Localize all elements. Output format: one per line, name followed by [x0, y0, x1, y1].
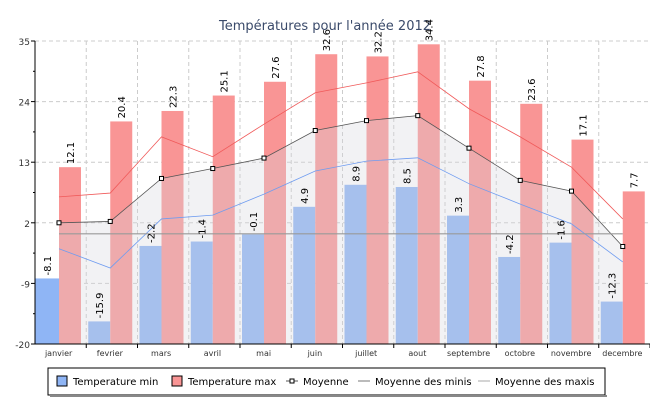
min-data-label: -0.1 — [249, 212, 260, 232]
x-tick-label: decembre — [602, 349, 642, 358]
min-data-label: -15.9 — [95, 293, 106, 319]
bar-temperature-max — [110, 121, 133, 344]
min-data-label: -1.6 — [557, 220, 568, 240]
x-tick-label: mars — [151, 349, 171, 358]
legend-label: Moyenne des maxis — [495, 377, 595, 388]
line-moyenne-des-maxis — [58, 71, 624, 220]
min-data-label: -1.4 — [198, 219, 209, 239]
max-data-label: 17.1 — [579, 114, 590, 136]
x-tick-label: septembre — [447, 349, 490, 358]
moyenne-marker — [569, 188, 574, 194]
min-data-label: 8.5 — [403, 168, 414, 184]
bar-temperature-min — [344, 184, 367, 344]
bar-temperature-min — [190, 241, 213, 344]
x-tick-label: avril — [204, 349, 221, 358]
x-tick-label: juillet — [354, 349, 377, 358]
min-data-label: 8.9 — [352, 166, 363, 182]
max-data-label: 27.6 — [271, 57, 282, 79]
moyenne-marker — [107, 218, 113, 224]
bar-temperature-min — [35, 278, 59, 344]
max-data-label: 20.4 — [117, 96, 128, 118]
x-tick-label: mai — [256, 349, 271, 358]
x-tick-label: aout — [408, 349, 426, 358]
bar-temperature-min — [600, 301, 623, 344]
min-data-label: -4.2 — [505, 234, 516, 254]
legend-swatch — [56, 375, 68, 387]
min-data-label: -12.3 — [608, 273, 619, 299]
max-data-label: 7.7 — [630, 172, 641, 188]
legend-label: Temperature min — [72, 377, 158, 388]
moyenne-marker — [620, 243, 626, 249]
legend-box — [47, 367, 606, 396]
x-tick-label: juin — [307, 349, 323, 358]
bar-temperature-max — [212, 95, 235, 344]
bar-temperature-min — [242, 234, 264, 344]
bar-temperature-min — [549, 242, 572, 344]
bar-temperature-max — [469, 80, 491, 344]
bar-temperature-min — [498, 256, 521, 344]
bar-temperature-min — [447, 215, 469, 344]
bar-temperature-max — [622, 191, 645, 344]
moyenne-marker — [364, 118, 369, 124]
max-data-label: 12.1 — [66, 142, 77, 164]
max-data-label: 27.8 — [476, 55, 487, 77]
legend-swatch — [171, 375, 183, 387]
bar-temperature-min — [395, 186, 418, 344]
line-moyenne — [58, 115, 624, 247]
bar-temperature-max — [520, 103, 543, 344]
max-data-label: 32.2 — [374, 31, 385, 53]
y-tick-label: 13 — [19, 159, 30, 169]
min-data-label: 3.3 — [454, 197, 465, 213]
bar-temperature-min — [139, 245, 162, 344]
bar-temperature-min — [293, 206, 316, 344]
min-data-label: -8.1 — [43, 256, 54, 276]
moyenne-marker — [210, 166, 216, 172]
max-data-label: 25.1 — [220, 70, 231, 92]
legend-label: Moyenne — [303, 377, 349, 388]
y-tick-label: 35 — [19, 38, 30, 48]
y-tick-label: 2 — [24, 220, 30, 230]
moyenne-area — [59, 115, 623, 344]
moyenne-marker — [312, 128, 318, 134]
x-tick-label: janvier — [44, 349, 73, 358]
max-data-label: 22.3 — [169, 86, 180, 108]
legend-label: Temperature max — [187, 377, 276, 388]
line-moyenne-des-minis — [58, 157, 623, 269]
x-tick-label: novembre — [551, 349, 592, 358]
bar-temperature-max — [59, 167, 81, 344]
moyenne-marker — [466, 145, 472, 151]
bar-temperature-max — [264, 81, 286, 344]
x-tick-label: octobre — [505, 349, 536, 358]
legend: Temperature min Temperature max Moyenne Moy… — [47, 367, 607, 397]
bar-temperature-min — [88, 321, 111, 344]
min-data-label: -2.2 — [147, 223, 158, 243]
chart-title: Températures pour l'année 2012 — [218, 19, 431, 34]
max-data-label: 23.6 — [527, 79, 538, 101]
moyenne-marker — [159, 175, 164, 181]
y-tick-label: -20 — [15, 341, 30, 351]
legend-marker — [289, 378, 295, 384]
moyenne-marker — [517, 177, 523, 183]
y-tick-label: 24 — [19, 99, 31, 109]
bar-temperature-max — [571, 139, 594, 344]
bar-temperature-max — [366, 56, 389, 345]
x-tick-label: fevrier — [97, 349, 124, 358]
min-data-label: 4.9 — [300, 188, 311, 204]
y-tick-label: -9 — [21, 280, 30, 290]
moyenne-marker — [56, 220, 62, 226]
max-data-label: 34.4 — [425, 19, 436, 41]
bar-temperature-max — [161, 110, 184, 344]
max-data-label: 32.6 — [322, 29, 333, 51]
moyenne-marker — [261, 155, 267, 161]
legend-label: Moyenne des minis — [375, 377, 472, 388]
bar-temperature-max — [315, 54, 338, 345]
moyenne-marker — [415, 113, 421, 119]
